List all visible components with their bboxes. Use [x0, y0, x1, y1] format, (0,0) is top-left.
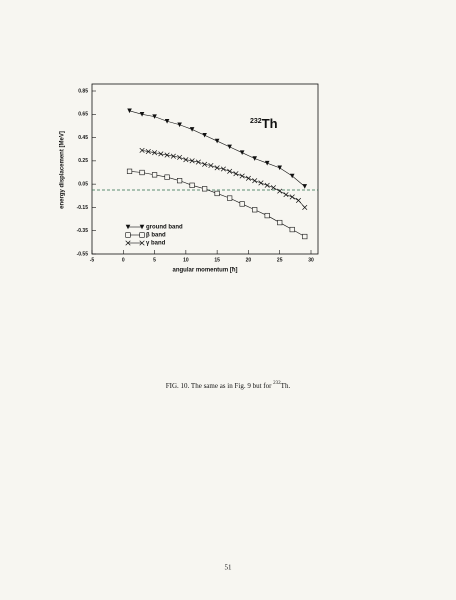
marker-square [139, 232, 145, 238]
marker-x [139, 240, 145, 246]
marker-triangle [214, 138, 220, 144]
marker-x [195, 159, 201, 165]
x-tick-label: 10 [183, 257, 189, 263]
marker-x [252, 178, 258, 184]
marker-x [302, 204, 308, 210]
marker-x [152, 150, 158, 156]
marker-square [125, 232, 131, 238]
marker-x [183, 157, 189, 163]
y-tick-label: 0.05 [78, 181, 88, 187]
marker-x [220, 166, 226, 172]
marker-triangle [177, 122, 182, 128]
marker-x [139, 147, 145, 153]
marker-x [208, 162, 214, 169]
marker-x [295, 197, 302, 203]
marker-triangle [152, 114, 157, 119]
x-tick-label: 25 [277, 257, 283, 263]
marker-square [202, 186, 208, 192]
marker-square [151, 172, 158, 178]
marker-square [227, 195, 233, 201]
caption-element: Th. [281, 382, 291, 390]
marker-x [170, 153, 176, 159]
legend-label: β band [146, 233, 166, 239]
marker-square [139, 169, 145, 176]
isotope-label: 232Th [250, 116, 278, 131]
y-tick-label: -0.35 [77, 228, 89, 234]
marker-x [227, 168, 233, 174]
y-tick-label: -0.15 [77, 205, 89, 211]
y-tick-label: 0.45 [78, 135, 88, 141]
marker-x [245, 175, 251, 181]
marker-triangle [302, 184, 308, 189]
plot-frame [91, 83, 319, 255]
marker-triangle [277, 165, 283, 171]
page-number: 51 [225, 564, 233, 572]
mass-number: 232 [250, 118, 262, 125]
x-tick-label: 15 [214, 257, 220, 263]
marker-triangle [289, 173, 295, 179]
marker-x [283, 192, 289, 198]
marker-triangle [252, 156, 257, 161]
marker-x [258, 180, 264, 186]
x-axis-label: angular momentum [ħ] [172, 268, 237, 274]
y-tick-label: 0.65 [78, 112, 88, 118]
marker-square [214, 190, 220, 197]
marker-x [177, 154, 183, 160]
marker-square [177, 178, 183, 184]
marker-square [189, 182, 195, 188]
marker-square [239, 201, 245, 207]
y-axis-label: energy displacement [MeV] [60, 131, 66, 209]
marker-x [164, 152, 170, 158]
marker-triangle [227, 144, 232, 150]
x-tick-label: 30 [308, 257, 314, 263]
marker-triangle [139, 224, 145, 230]
y-tick-label: -0.55 [77, 251, 89, 257]
marker-triangle [127, 108, 132, 114]
marker-square [126, 168, 133, 174]
y-tick-label: 0.25 [78, 158, 88, 164]
marker-square [264, 212, 270, 219]
plot: -5 0 5 10 15 20 25 30 -0.55 -0.35 -0.15 0.05 0.25 0.4… [77, 88, 318, 263]
marker-x [239, 173, 245, 179]
marker-x [202, 161, 208, 167]
x-tick-label: 20 [246, 257, 252, 263]
marker-x [264, 182, 270, 188]
marker-x [125, 240, 131, 246]
marker-x [214, 165, 220, 171]
marker-triangle [264, 160, 270, 166]
x-tick-label: -5 [90, 257, 95, 263]
caption: FIG. 10. The same as in Fig. 9 but for 2… [166, 381, 291, 389]
marker-triangle [202, 132, 207, 138]
x-tick-label: 5 [153, 257, 156, 263]
marker-triangle [239, 150, 245, 156]
element: Th [262, 116, 278, 131]
marker-x [270, 185, 277, 191]
marker-square [277, 219, 283, 226]
caption-mass: 232 [273, 381, 281, 386]
marker-triangle [139, 111, 145, 117]
marker-triangle [189, 127, 195, 132]
marker-x [289, 194, 295, 200]
marker-x [158, 151, 164, 157]
marker-square [252, 207, 258, 213]
marker-triangle [125, 224, 131, 230]
marker-square [302, 233, 308, 240]
legend-label: ground band [146, 225, 183, 231]
y-tick-label: 0.85 [78, 88, 88, 94]
marker-x [233, 171, 239, 177]
marker-x [189, 158, 195, 164]
marker-x [277, 188, 283, 194]
marker-square [289, 226, 295, 233]
caption-text: FIG. 10. The same as in Fig. 9 but for [166, 382, 273, 390]
x-tick-label: 0 [122, 257, 125, 263]
marker-square [164, 174, 170, 180]
legend-label: γ band [146, 241, 166, 247]
marker-x [145, 148, 151, 155]
marker-triangle [164, 118, 170, 124]
